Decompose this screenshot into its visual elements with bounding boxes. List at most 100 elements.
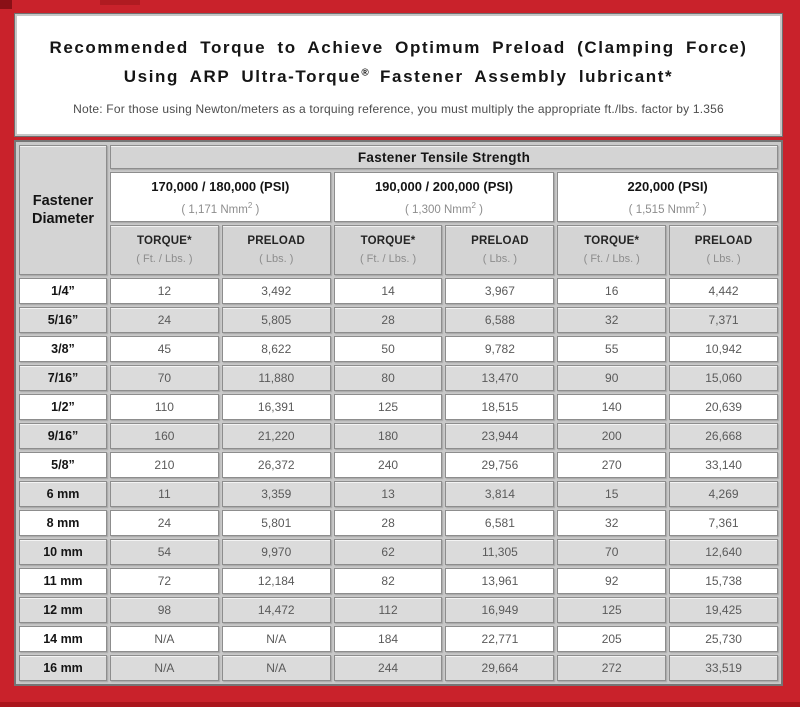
preload-value-cell: 13,470 bbox=[445, 365, 555, 391]
nmm-superscript: 2 bbox=[471, 200, 476, 210]
psi-header-row: 170,000 / 180,000 (PSI) ( 1,171 Nmm2 ) 1… bbox=[19, 172, 778, 222]
table-row: 8 mm 24 5,801 28 6,581 32 7,361 bbox=[19, 510, 778, 536]
column-unit: ( Ft. / Lbs. ) bbox=[583, 253, 640, 265]
nmm-label: ( 1,171 Nmm2 ) bbox=[111, 201, 330, 216]
column-label: PRELOAD bbox=[471, 235, 529, 247]
torque-value-cell: 72 bbox=[110, 568, 219, 594]
fastener-diameter-cell: 1/4” bbox=[19, 278, 107, 304]
torque-value-cell: 98 bbox=[110, 597, 219, 623]
preload-value-cell: 6,588 bbox=[445, 307, 555, 333]
torque-value-cell: 24 bbox=[110, 510, 219, 536]
preload-value-cell: 22,771 bbox=[445, 626, 555, 652]
table-row: 11 mm 72 12,184 82 13,961 92 15,738 bbox=[19, 568, 778, 594]
table-body: 1/4” 12 3,492 14 3,967 16 4,442 5/16” 24 5,805 28 6… bbox=[19, 278, 778, 681]
nmm-label: ( 1,515 Nmm2 ) bbox=[558, 201, 777, 216]
preload-value-cell: 3,967 bbox=[445, 278, 555, 304]
torque-value-cell: 14 bbox=[333, 278, 443, 304]
torque-value-cell: 11 bbox=[110, 481, 219, 507]
fastener-diameter-header: Fastener Diameter bbox=[19, 145, 107, 275]
table-row: 3/8” 45 8,622 50 9,782 55 10,942 bbox=[19, 336, 778, 362]
torque-value-cell: 28 bbox=[333, 307, 443, 333]
fastener-diameter-cell: 9/16” bbox=[19, 423, 107, 449]
torque-value-cell: 125 bbox=[333, 394, 443, 420]
preload-value-cell: 16,391 bbox=[221, 394, 331, 420]
preload-value-cell: 7,371 bbox=[669, 307, 778, 333]
torque-value-cell: 140 bbox=[557, 394, 667, 420]
nmm-prefix: ( 1,171 Nmm bbox=[181, 203, 248, 216]
tensile-strength-header: Fastener Tensile Strength bbox=[110, 145, 778, 169]
preload-value-cell: 16,949 bbox=[445, 597, 555, 623]
fastener-diameter-cell: 1/2” bbox=[19, 394, 107, 420]
torque-value-cell: 70 bbox=[110, 365, 219, 391]
torque-value-cell: N/A bbox=[110, 626, 219, 652]
torque-value-cell: 125 bbox=[557, 597, 667, 623]
page-title-line2: Using ARP Ultra-Torque® Fastener Assembl… bbox=[15, 56, 782, 85]
fastener-diameter-cell: 14 mm bbox=[19, 626, 107, 652]
preload-value-cell: 26,372 bbox=[221, 452, 331, 478]
fastener-diameter-cell: 8 mm bbox=[19, 510, 107, 536]
torque-value-cell: 28 bbox=[333, 510, 443, 536]
preload-column-header: PRELOAD ( Lbs. ) bbox=[221, 225, 331, 275]
preload-value-cell: 29,664 bbox=[445, 655, 555, 681]
column-label: PRELOAD bbox=[247, 235, 306, 247]
preload-value-cell: 4,269 bbox=[669, 481, 778, 507]
fastener-diameter-header-line2: Diameter bbox=[31, 211, 95, 227]
preload-column-header: PRELOAD ( Lbs. ) bbox=[445, 225, 555, 275]
torque-value-cell: 92 bbox=[557, 568, 667, 594]
column-unit: ( Lbs. ) bbox=[259, 253, 294, 265]
preload-value-cell: 19,425 bbox=[669, 597, 778, 623]
torque-value-cell: 80 bbox=[333, 365, 443, 391]
preload-value-cell: 11,305 bbox=[445, 539, 555, 565]
preload-value-cell: 33,519 bbox=[669, 655, 778, 681]
nmm-label: ( 1,300 Nmm2 ) bbox=[335, 201, 554, 216]
preload-value-cell: 18,515 bbox=[445, 394, 555, 420]
dark-red-corner-mark bbox=[0, 0, 12, 9]
torque-value-cell: 180 bbox=[333, 423, 443, 449]
table-row: 1/2” 110 16,391 125 18,515 140 20,639 bbox=[19, 394, 778, 420]
column-header-row: TORQUE* ( Ft. / Lbs. ) PRELOAD ( Lbs. ) … bbox=[19, 225, 778, 275]
nmm-suffix: ) bbox=[475, 203, 483, 216]
preload-value-cell: 3,359 bbox=[221, 481, 331, 507]
column-unit: ( Lbs. ) bbox=[482, 253, 518, 265]
bottom-border-shade bbox=[0, 702, 800, 707]
preload-value-cell: 26,668 bbox=[669, 423, 778, 449]
title-line2-suffix: Fastener Assembly lubricant* bbox=[368, 67, 674, 86]
torque-value-cell: 32 bbox=[557, 307, 667, 333]
torque-value-cell: 210 bbox=[110, 452, 219, 478]
torque-value-cell: 55 bbox=[557, 336, 667, 362]
preload-value-cell: 23,944 bbox=[445, 423, 555, 449]
table-row: 16 mm N/A N/A 244 29,664 272 33,519 bbox=[19, 655, 778, 681]
preload-value-cell: 25,730 bbox=[669, 626, 778, 652]
newton-meter-note: Note: For those using Newton/meters as a… bbox=[73, 102, 724, 116]
torque-value-cell: 15 bbox=[557, 481, 667, 507]
psi-group-190-200: 190,000 / 200,000 (PSI) ( 1,300 Nmm2 ) bbox=[333, 172, 555, 222]
fastener-diameter-cell: 16 mm bbox=[19, 655, 107, 681]
preload-value-cell: 5,805 bbox=[221, 307, 331, 333]
table-row: 9/16” 160 21,220 180 23,944 200 26,668 bbox=[19, 423, 778, 449]
table-row: 14 mm N/A N/A 184 22,771 205 25,730 bbox=[19, 626, 778, 652]
torque-column-header: TORQUE* ( Ft. / Lbs. ) bbox=[557, 225, 667, 275]
table-header: Fastener Diameter Fastener Tensile Stren… bbox=[19, 145, 778, 275]
table-row: 10 mm 54 9,970 62 11,305 70 12,640 bbox=[19, 539, 778, 565]
nmm-superscript: 2 bbox=[247, 200, 253, 210]
column-label: PRELOAD bbox=[694, 235, 753, 247]
preload-value-cell: 29,756 bbox=[445, 452, 555, 478]
psi-group-170-180: 170,000 / 180,000 (PSI) ( 1,171 Nmm2 ) bbox=[110, 172, 331, 222]
preload-value-cell: 4,442 bbox=[669, 278, 778, 304]
preload-value-cell: N/A bbox=[221, 655, 331, 681]
torque-value-cell: 270 bbox=[557, 452, 667, 478]
table-row: 1/4” 12 3,492 14 3,967 16 4,442 bbox=[19, 278, 778, 304]
torque-value-cell: 240 bbox=[333, 452, 443, 478]
torque-value-cell: 244 bbox=[333, 655, 443, 681]
fastener-diameter-cell: 5/16” bbox=[19, 307, 107, 333]
torque-value-cell: N/A bbox=[110, 655, 219, 681]
preload-value-cell: 12,640 bbox=[669, 539, 778, 565]
torque-value-cell: 82 bbox=[333, 568, 443, 594]
torque-table: Fastener Diameter Fastener Tensile Stren… bbox=[14, 140, 783, 686]
preload-value-cell: 21,220 bbox=[221, 423, 331, 449]
fastener-diameter-cell: 5/8” bbox=[19, 452, 107, 478]
torque-value-cell: 32 bbox=[557, 510, 667, 536]
preload-value-cell: 15,060 bbox=[669, 365, 778, 391]
preload-value-cell: 13,961 bbox=[445, 568, 555, 594]
psi-label: 220,000 (PSI) bbox=[627, 178, 708, 194]
